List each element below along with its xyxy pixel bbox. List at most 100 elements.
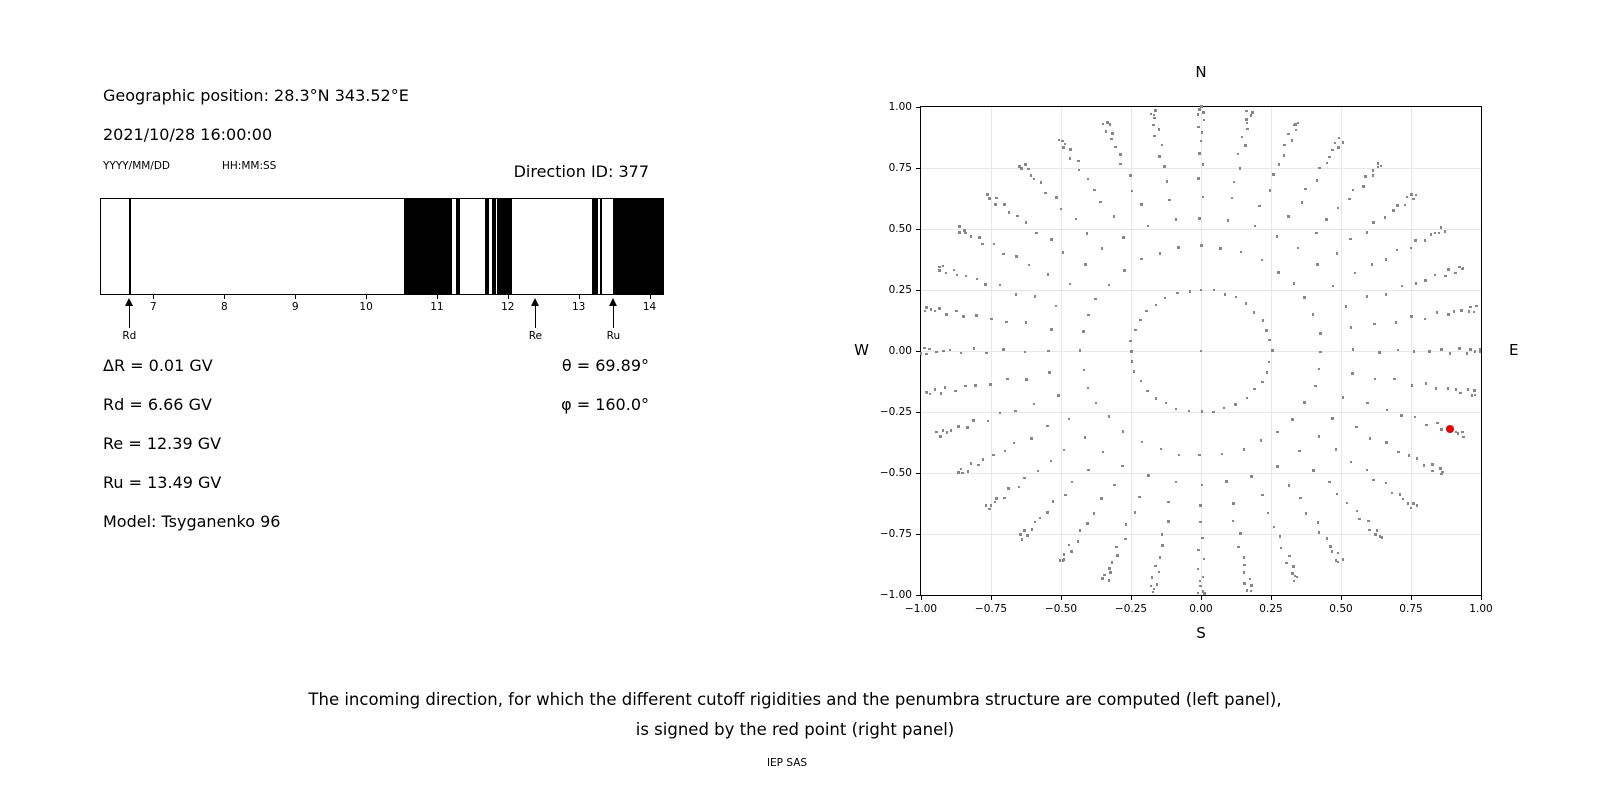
grid-dot <box>1163 296 1167 300</box>
grid-dot <box>1219 247 1222 250</box>
grid-dot <box>1400 284 1404 288</box>
grid-dot <box>1154 303 1158 307</box>
grid-dot <box>1466 388 1470 391</box>
grid-dot <box>1462 435 1465 439</box>
grid-dot <box>975 277 979 281</box>
selected-direction-point <box>1446 425 1455 434</box>
grid-dot <box>1335 492 1339 496</box>
grid-dot <box>1365 295 1369 298</box>
x-tick-label: 8 <box>220 301 228 313</box>
grid-dot <box>1200 244 1203 247</box>
compass-label-south: S <box>1196 624 1206 642</box>
grid-dot <box>1460 309 1463 312</box>
grid-dot <box>1437 231 1441 235</box>
grid-dot <box>1252 311 1256 314</box>
penumbra-band <box>485 199 489 294</box>
grid-dot <box>1212 288 1216 292</box>
grid-dot <box>944 271 948 275</box>
grid-dot <box>1341 558 1345 561</box>
grid-dot <box>1415 504 1419 507</box>
grid-dot <box>945 313 948 316</box>
cutoff-arrow-label: Rd <box>122 330 137 342</box>
x-tick-mark <box>1061 596 1062 600</box>
grid-dot <box>1124 523 1128 526</box>
grid-dot <box>1025 378 1028 381</box>
grid-dot <box>1107 579 1111 582</box>
grid-dot <box>938 265 941 269</box>
grid-dot <box>1165 180 1169 183</box>
grid-dot <box>1470 394 1474 397</box>
grid-dot <box>1200 131 1204 134</box>
grid-dot <box>1261 380 1264 384</box>
grid-dot <box>1390 491 1394 495</box>
grid-dot <box>1424 279 1427 282</box>
grid-dot <box>1030 437 1033 440</box>
grid-dot <box>1100 247 1104 250</box>
grid-dot <box>1110 561 1114 564</box>
grid-dot <box>1364 175 1367 178</box>
grid-dot <box>928 347 931 351</box>
grid-dot <box>1048 371 1051 374</box>
cutoff-arrow-label: Re <box>528 330 543 342</box>
grid-dot <box>1365 231 1369 234</box>
grid-dot <box>1014 293 1018 296</box>
grid-dot <box>1212 410 1215 414</box>
grid-dot <box>1349 326 1353 329</box>
grid-dot <box>1431 463 1434 466</box>
gridline <box>1341 107 1342 595</box>
gridline <box>921 168 1481 169</box>
y-tick-label: −1.00 <box>879 589 912 601</box>
grid-dot <box>1271 349 1274 352</box>
grid-dot <box>1429 233 1433 236</box>
grid-dot <box>1230 196 1234 200</box>
grid-dot <box>1232 180 1236 184</box>
grid-dot <box>1201 163 1205 166</box>
grid-dot <box>1393 377 1396 381</box>
grid-dot <box>1467 310 1471 313</box>
grid-dot <box>1279 546 1283 550</box>
x-tick-mark <box>507 295 509 299</box>
grid-dot <box>1119 162 1122 166</box>
grid-dot <box>1376 162 1380 165</box>
grid-dot <box>1202 118 1206 122</box>
grid-dot <box>1275 235 1279 238</box>
grid-dot <box>1234 295 1238 299</box>
y-tick-mark <box>916 412 920 413</box>
grid-dot <box>1140 440 1144 444</box>
grid-dot <box>1461 267 1465 270</box>
grid-dot <box>1385 441 1388 444</box>
grid-dot <box>939 392 943 395</box>
grid-dot <box>1469 305 1472 309</box>
x-tick-mark <box>578 295 580 299</box>
grid-dot <box>957 471 960 474</box>
grid-dot <box>1409 246 1413 250</box>
grid-dot <box>1413 415 1417 419</box>
y-tick-mark <box>916 595 920 596</box>
grid-dot <box>938 307 941 310</box>
grid-dot <box>989 504 993 507</box>
grid-dot <box>1085 232 1089 235</box>
grid-dot <box>1017 485 1021 489</box>
ru-value: Ru = 13.49 GV <box>103 473 222 492</box>
grid-dot <box>985 351 988 355</box>
grid-dot <box>1292 123 1296 127</box>
grid-dot <box>972 347 976 350</box>
grid-dot <box>1371 174 1375 177</box>
grid-dot <box>1177 453 1181 457</box>
time-format-label: HH:MM:SS <box>222 160 277 172</box>
grid-dot <box>1238 167 1242 170</box>
x-tick-label: 9 <box>291 301 299 313</box>
grid-dot <box>1319 350 1322 354</box>
grid-dot <box>1197 548 1200 552</box>
grid-dot <box>1473 350 1477 353</box>
grid-dot <box>1317 531 1321 534</box>
grid-dot <box>1138 495 1141 499</box>
grid-dot <box>1107 415 1111 418</box>
x-tick-label: 0.00 <box>1189 603 1213 615</box>
grid-dot <box>989 383 992 386</box>
grid-dot <box>1428 350 1431 353</box>
grid-dot <box>1122 236 1125 239</box>
grid-dot <box>1423 239 1427 242</box>
grid-dot <box>1188 290 1192 293</box>
grid-dot <box>1101 122 1105 126</box>
